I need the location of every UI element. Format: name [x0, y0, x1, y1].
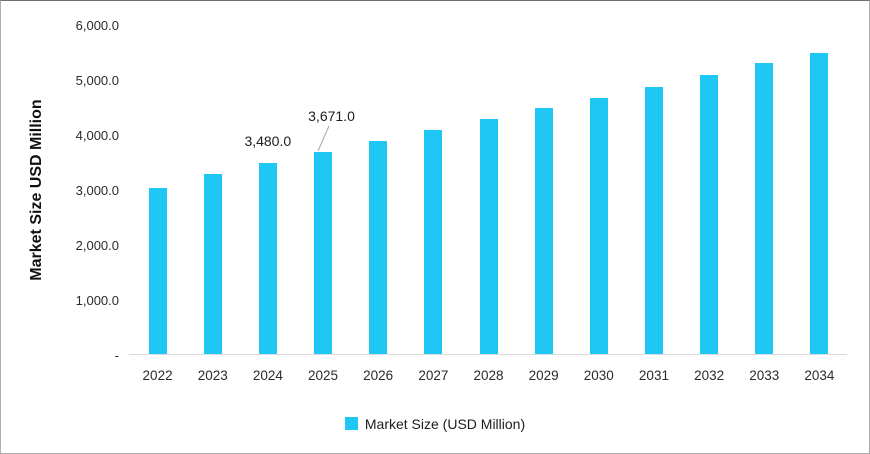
x-tick-label-2032: 2032: [694, 368, 725, 383]
y-tick-label: 5,000.0: [75, 73, 119, 88]
x-tick-label-2033: 2033: [749, 368, 780, 383]
plot-area: [129, 25, 847, 355]
x-axis-labels: 2022 2023 2024 2025 2026 2027 2028 2029 2030 2031…: [130, 368, 847, 386]
x-tick-label-2030: 2030: [583, 368, 614, 383]
legend-label: Market Size (USD Million): [364, 415, 526, 432]
x-tick-label-2022: 2022: [142, 368, 173, 383]
x-tick-label-2023: 2023: [197, 368, 228, 383]
bar-2024: [258, 162, 277, 354]
y-tick-label: -: [114, 347, 119, 363]
bar-2033: [755, 63, 774, 354]
x-tick-label-2026: 2026: [363, 368, 394, 383]
bar-2029: [534, 108, 553, 354]
y-tick-label: 1,000.0: [75, 292, 119, 308]
legend: Market Size (USD Million): [1, 415, 869, 432]
bar-2028: [479, 119, 498, 354]
data-label-2025: 3,671.0: [308, 108, 355, 124]
y-tick-label: 3,000.0: [75, 182, 119, 198]
x-tick-label-2027: 2027: [418, 368, 449, 383]
bar-2025: [314, 152, 333, 354]
x-tick-label-2031: 2031: [638, 368, 669, 383]
x-axis-line: [129, 354, 847, 355]
bar-2031: [644, 86, 663, 354]
bar-2032: [700, 74, 719, 354]
y-tick-label: 2,000.0: [75, 237, 119, 253]
data-label-2024: 3,480.0: [244, 133, 292, 149]
bar-2027: [424, 130, 443, 354]
x-tick-label-2034: 2034: [804, 368, 835, 383]
x-tick-label-2028: 2028: [473, 368, 504, 383]
x-tick-label-2024: 2024: [252, 368, 283, 383]
legend-color-swatch-icon: [344, 417, 358, 430]
bar-2023: [203, 173, 222, 354]
y-tick-label: 6,000.0: [75, 18, 119, 34]
bar-2034: [810, 52, 829, 354]
x-tick-label-2025: 2025: [308, 368, 339, 383]
bar-2030: [589, 97, 608, 354]
bar-2026: [369, 141, 388, 354]
bar-2022: [148, 187, 167, 354]
y-tick-label: 4,000.0: [75, 127, 119, 143]
x-tick-label-2029: 2029: [528, 368, 559, 383]
